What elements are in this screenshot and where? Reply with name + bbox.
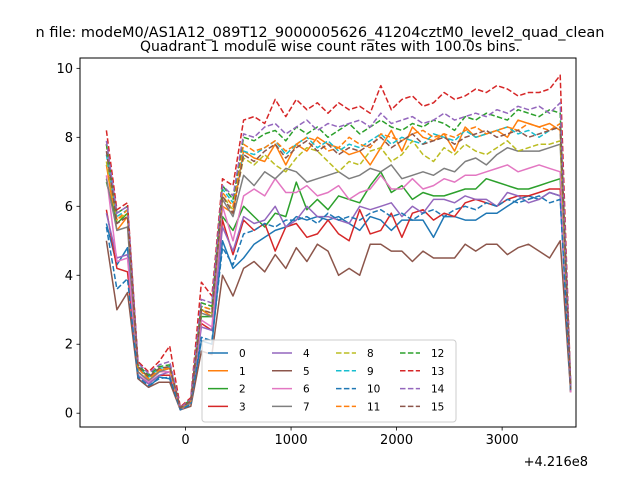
legend-label-5: 5 <box>303 366 310 378</box>
x-offset-label: +4.216e8 <box>524 455 588 470</box>
series-layer <box>105 74 572 411</box>
y-tick-label: 8 <box>65 131 73 146</box>
figure-suptitle: n file: modeM0/AS1A12_089T12_9000005626_… <box>36 25 605 41</box>
legend-label-12: 12 <box>431 348 444 360</box>
y-axis: 0 2 4 6 8 10 <box>56 62 80 422</box>
y-tick-label: 4 <box>65 269 73 284</box>
legend-label-6: 6 <box>303 384 310 396</box>
legend-label-11: 11 <box>367 401 380 413</box>
y-tick-label: 6 <box>65 200 73 215</box>
y-tick-label: 0 <box>65 407 73 422</box>
series-line-10 <box>105 195 572 411</box>
legend-label-3: 3 <box>239 401 246 413</box>
series-line-5 <box>105 240 572 411</box>
y-tick-label: 10 <box>56 62 73 77</box>
legend-label-9: 9 <box>367 366 374 378</box>
legend-label-13: 13 <box>431 366 444 378</box>
legend-label-2: 2 <box>239 384 246 396</box>
legend-box <box>201 339 457 423</box>
legend-label-7: 7 <box>303 401 310 413</box>
x-tick-label: 3000 <box>486 433 519 448</box>
x-tick-label: 0 <box>181 433 189 448</box>
chart-title: Quadrant 1 module wise count rates with … <box>140 39 520 55</box>
legend-label-8: 8 <box>367 348 374 360</box>
y-tick-label: 2 <box>65 338 73 353</box>
x-axis: 0 1000 2000 3000 <box>181 427 519 448</box>
legend-label-14: 14 <box>431 384 445 396</box>
legend-label-1: 1 <box>239 366 246 378</box>
legend-label-10: 10 <box>367 384 380 396</box>
axes-frame <box>79 57 577 428</box>
legend-label-4: 4 <box>303 348 310 360</box>
x-tick-label: 1000 <box>275 433 308 448</box>
series-line-14 <box>105 102 572 409</box>
legend-label-15: 15 <box>431 401 444 413</box>
series-line-13 <box>105 74 572 408</box>
legend-label-0: 0 <box>239 348 246 360</box>
x-tick-label: 2000 <box>380 433 413 448</box>
series-line-11 <box>105 122 572 410</box>
